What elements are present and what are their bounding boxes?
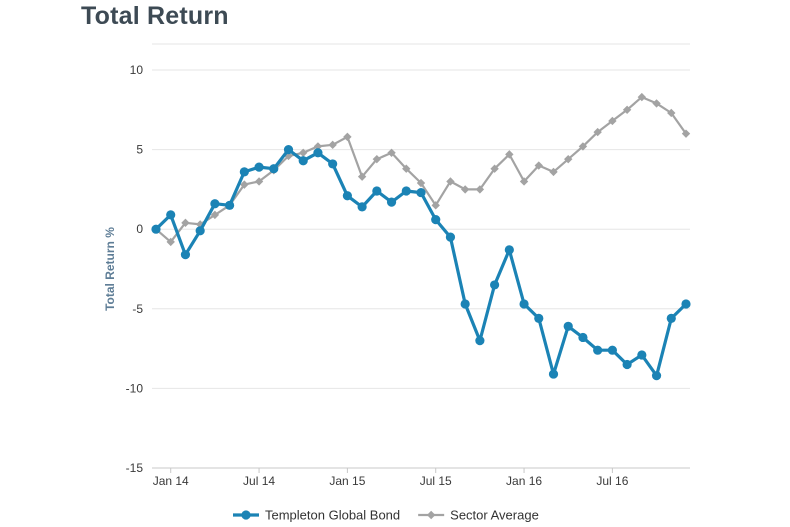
legend-label: Templeton Global Bond bbox=[265, 508, 400, 523]
data-point bbox=[181, 218, 190, 228]
data-point bbox=[607, 345, 617, 355]
data-point bbox=[401, 186, 411, 196]
data-point bbox=[431, 215, 441, 225]
data-point bbox=[313, 148, 323, 158]
data-point bbox=[460, 185, 470, 194]
data-point bbox=[490, 164, 499, 173]
data-point bbox=[549, 167, 558, 177]
x-axis-ticks: Jan 14 Jul 14 Jan 15 Jul 15 Jan 16 Jul 16 bbox=[153, 468, 629, 488]
data-point bbox=[505, 150, 514, 159]
data-point bbox=[166, 210, 176, 220]
legend-item: Sector Average bbox=[418, 508, 539, 523]
data-point bbox=[519, 177, 529, 186]
x-tick-label: Jan 16 bbox=[506, 474, 542, 488]
data-point bbox=[534, 313, 544, 323]
data-point bbox=[651, 371, 662, 381]
data-point bbox=[490, 280, 500, 290]
data-point bbox=[386, 197, 397, 207]
data-point bbox=[622, 105, 632, 114]
grid-lines bbox=[152, 43, 690, 469]
data-point bbox=[269, 164, 279, 174]
legend-label: Sector Average bbox=[450, 508, 539, 523]
data-point bbox=[563, 321, 573, 331]
x-tick-label: Jul 15 bbox=[420, 474, 452, 488]
data-point bbox=[210, 199, 220, 209]
data-point bbox=[445, 232, 456, 242]
data-point bbox=[210, 210, 220, 220]
y-tick-label: -5 bbox=[132, 302, 143, 316]
data-point bbox=[667, 108, 676, 118]
x-tick-label: Jan 14 bbox=[153, 474, 189, 488]
legend: Templeton Global Bond Sector Average bbox=[233, 508, 539, 523]
data-point bbox=[283, 145, 294, 155]
data-point bbox=[298, 156, 308, 166]
y-axis-ticks: -15 -10 -5 0 5 10 bbox=[126, 63, 144, 475]
data-point bbox=[254, 162, 264, 172]
data-point bbox=[195, 226, 205, 236]
page-title: Total Return bbox=[81, 2, 229, 30]
data-point bbox=[548, 369, 559, 379]
data-point bbox=[254, 177, 264, 186]
data-point bbox=[416, 178, 426, 188]
y-tick-label: -10 bbox=[126, 381, 144, 395]
y-tick-label: 0 bbox=[136, 222, 143, 236]
legend-marker bbox=[426, 510, 436, 520]
data-point bbox=[534, 161, 543, 170]
data-point bbox=[578, 142, 588, 151]
data-point bbox=[387, 148, 396, 157]
data-point bbox=[681, 299, 691, 309]
data-point bbox=[519, 299, 529, 309]
x-tick-label: Jan 15 bbox=[329, 474, 365, 488]
data-point bbox=[166, 237, 175, 247]
data-point bbox=[564, 154, 573, 164]
data-point bbox=[299, 148, 308, 157]
data-point bbox=[328, 159, 338, 169]
data-point bbox=[593, 127, 602, 137]
data-point bbox=[431, 201, 440, 210]
series-templeton-global-bond bbox=[151, 145, 691, 381]
legend-item: Templeton Global Bond bbox=[233, 508, 400, 523]
data-point bbox=[666, 313, 676, 323]
data-point bbox=[446, 177, 455, 186]
series-sector-average bbox=[151, 92, 691, 247]
data-point bbox=[460, 299, 470, 309]
data-point bbox=[578, 332, 588, 343]
data-point bbox=[372, 154, 382, 164]
data-point bbox=[504, 245, 514, 255]
data-point bbox=[180, 250, 191, 260]
data-point bbox=[593, 345, 603, 355]
y-axis-label: Total Return % bbox=[103, 227, 117, 311]
data-point bbox=[239, 167, 249, 177]
legend-marker bbox=[241, 510, 251, 520]
data-point bbox=[402, 164, 411, 173]
x-tick-label: Jul 14 bbox=[243, 474, 275, 488]
data-point bbox=[475, 336, 485, 346]
data-point bbox=[652, 99, 661, 108]
data-point bbox=[637, 350, 647, 360]
data-point bbox=[357, 172, 367, 181]
data-point bbox=[328, 140, 337, 150]
y-tick-label: 10 bbox=[130, 63, 144, 77]
data-point bbox=[475, 185, 485, 194]
data-point bbox=[151, 224, 161, 234]
series-line bbox=[155, 95, 687, 243]
y-tick-label: -15 bbox=[126, 461, 144, 475]
data-point bbox=[343, 132, 352, 142]
data-point bbox=[637, 92, 647, 102]
x-tick-label: Jul 16 bbox=[596, 474, 628, 488]
data-point bbox=[608, 116, 617, 126]
series-layer bbox=[151, 92, 691, 381]
data-point bbox=[372, 186, 382, 196]
data-point bbox=[357, 202, 367, 212]
data-point bbox=[225, 200, 235, 210]
data-point bbox=[342, 191, 352, 201]
data-point bbox=[313, 142, 323, 151]
data-point bbox=[622, 359, 632, 370]
y-tick-label: 5 bbox=[136, 143, 143, 157]
data-point bbox=[416, 187, 426, 198]
data-point bbox=[681, 129, 691, 138]
data-point bbox=[240, 180, 249, 189]
